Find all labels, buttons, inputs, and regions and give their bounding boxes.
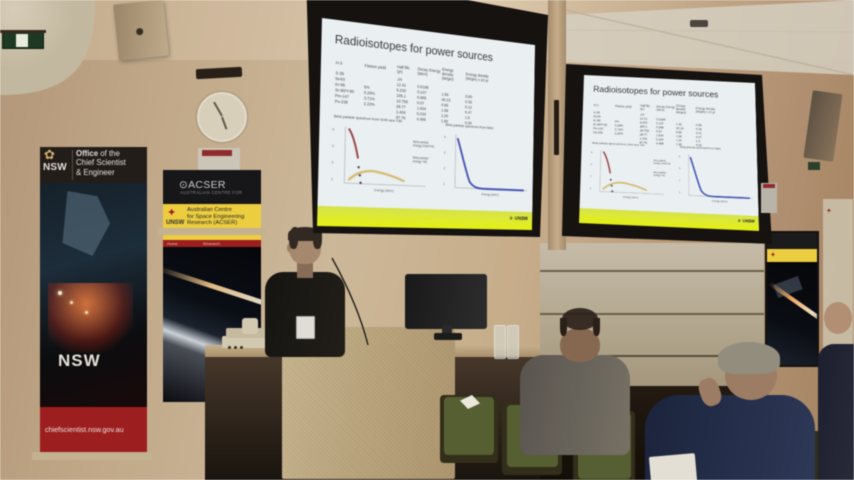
svg-text:1: 1: [443, 182, 445, 186]
svg-text:1: 1: [590, 188, 592, 190]
svg-text:Energy (MeV): Energy (MeV): [623, 196, 639, 200]
svg-text:4: 4: [332, 128, 334, 132]
svg-text:3: 3: [679, 168, 681, 170]
svg-text:3: 3: [444, 151, 446, 155]
svg-text:Energy (MeV): Energy (MeV): [481, 193, 498, 197]
svg-text:energy Sr90/Y90: energy Sr90/Y90: [653, 162, 671, 166]
svg-text:Energy (MeV): Energy (MeV): [712, 200, 728, 204]
svg-text:Energy (MeV): Energy (MeV): [374, 189, 393, 193]
svg-text:energy Y90: energy Y90: [413, 160, 427, 164]
svg-text:3: 3: [590, 164, 592, 166]
svg-text:2: 2: [331, 161, 333, 165]
svg-text:1: 1: [679, 192, 681, 194]
svg-text:energy Y90: energy Y90: [653, 174, 665, 178]
svg-text:energy Sr90/Y90: energy Sr90/Y90: [413, 144, 434, 149]
svg-text:4: 4: [444, 135, 446, 139]
svg-text:2: 2: [443, 167, 445, 171]
svg-text:4: 4: [591, 152, 593, 154]
svg-text:1: 1: [331, 177, 333, 181]
svg-text:2: 2: [590, 176, 592, 178]
svg-text:4: 4: [679, 156, 681, 158]
svg-text:3: 3: [332, 144, 334, 148]
svg-text:2: 2: [679, 180, 681, 182]
